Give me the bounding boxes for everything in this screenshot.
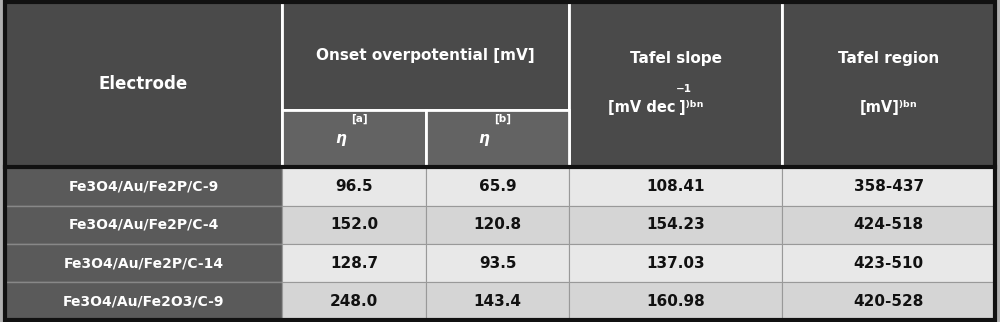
- Bar: [782, 167, 995, 206]
- Bar: [5, 282, 282, 320]
- Bar: [282, 110, 426, 167]
- Bar: [569, 167, 782, 206]
- Text: ]⁾ᵇⁿ: ]⁾ᵇⁿ: [679, 99, 703, 115]
- Bar: [569, 2, 782, 167]
- Bar: [282, 282, 426, 320]
- Text: Electrode: Electrode: [99, 75, 188, 93]
- Bar: [782, 206, 995, 244]
- Text: 154.23: 154.23: [646, 217, 705, 232]
- Text: −1: −1: [676, 84, 692, 94]
- Bar: [282, 167, 426, 206]
- Bar: [5, 244, 282, 282]
- Text: 420-528: 420-528: [853, 294, 924, 309]
- Bar: [426, 206, 569, 244]
- Text: Fe3O4/Au/Fe2P/C-4: Fe3O4/Au/Fe2P/C-4: [68, 218, 219, 232]
- Text: 358-437: 358-437: [854, 179, 924, 194]
- Bar: [5, 2, 282, 167]
- Text: [mV dec: [mV dec: [608, 99, 676, 115]
- Text: 128.7: 128.7: [330, 256, 378, 270]
- Text: 65.9: 65.9: [479, 179, 516, 194]
- Bar: [426, 167, 569, 206]
- Text: 137.03: 137.03: [646, 256, 705, 270]
- Text: [a]: [a]: [351, 114, 368, 125]
- Bar: [426, 282, 569, 320]
- Bar: [282, 206, 426, 244]
- Text: 423-510: 423-510: [854, 256, 924, 270]
- Text: 108.41: 108.41: [646, 179, 705, 194]
- Text: 424-518: 424-518: [854, 217, 924, 232]
- Text: 120.8: 120.8: [473, 217, 522, 232]
- Text: Fe3O4/Au/Fe2O3/C-9: Fe3O4/Au/Fe2O3/C-9: [63, 294, 224, 308]
- Bar: [282, 2, 569, 110]
- Text: 96.5: 96.5: [335, 179, 373, 194]
- Bar: [782, 282, 995, 320]
- Bar: [569, 244, 782, 282]
- Text: Tafel slope: Tafel slope: [630, 51, 722, 66]
- Text: Tafel region: Tafel region: [838, 51, 939, 66]
- Bar: [282, 244, 426, 282]
- Text: 143.4: 143.4: [474, 294, 522, 309]
- Bar: [782, 2, 995, 167]
- Text: [mV]⁾ᵇⁿ: [mV]⁾ᵇⁿ: [860, 99, 917, 115]
- Text: Fe3O4/Au/Fe2P/C-9: Fe3O4/Au/Fe2P/C-9: [68, 179, 219, 194]
- Text: Fe3O4/Au/Fe2P/C-14: Fe3O4/Au/Fe2P/C-14: [64, 256, 224, 270]
- Text: 152.0: 152.0: [330, 217, 378, 232]
- Text: η: η: [335, 131, 346, 146]
- Bar: [426, 110, 569, 167]
- Text: 160.98: 160.98: [646, 294, 705, 309]
- Bar: [5, 167, 282, 206]
- Bar: [569, 206, 782, 244]
- Text: [b]: [b]: [495, 114, 512, 125]
- Text: 93.5: 93.5: [479, 256, 516, 270]
- Bar: [426, 244, 569, 282]
- Text: η: η: [479, 131, 490, 146]
- Bar: [782, 244, 995, 282]
- Text: 248.0: 248.0: [330, 294, 378, 309]
- Bar: [5, 206, 282, 244]
- Bar: [569, 282, 782, 320]
- Text: Onset overpotential [mV]: Onset overpotential [mV]: [316, 48, 535, 63]
